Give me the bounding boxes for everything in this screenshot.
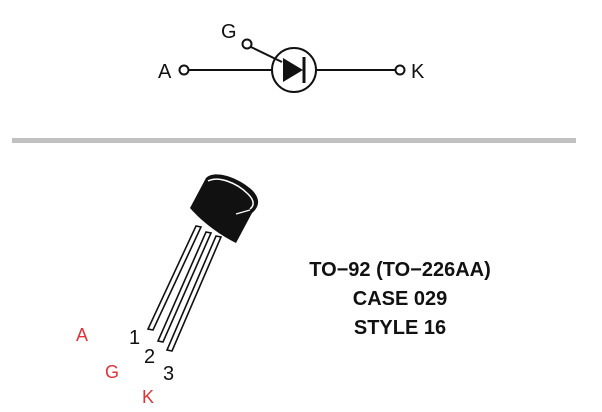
package-flat-edge <box>235 209 251 215</box>
gate-label: G <box>221 21 237 43</box>
package-description: TO−92 (TO−226AA) CASE 029 STYLE 16 <box>270 256 530 343</box>
scr-symbol: A K G <box>158 21 425 93</box>
pin-alias-anode: A <box>76 325 88 345</box>
package-top-edge <box>207 178 254 210</box>
lead-2 <box>156 231 213 343</box>
package-body <box>190 174 259 243</box>
cathode-label: K <box>411 61 425 83</box>
pin-number-2: 2 <box>144 346 155 368</box>
package-style: STYLE 16 <box>353 317 447 339</box>
gate-terminal <box>241 38 253 50</box>
pin-number-3: 3 <box>163 363 174 385</box>
package-name: TO−92 (TO−226AA) <box>309 259 491 281</box>
anode-terminal <box>178 64 190 76</box>
to92-package-drawing <box>146 174 259 352</box>
package-body-shape <box>190 174 259 243</box>
diode-triangle-icon <box>283 58 303 82</box>
pin-alias-cathode: K <box>142 387 154 407</box>
lead-3 <box>165 235 223 352</box>
section-divider <box>12 138 576 143</box>
anode-label: A <box>158 61 172 83</box>
package-leads <box>146 225 223 352</box>
cathode-terminal <box>394 64 406 76</box>
gate-wire <box>250 46 283 63</box>
lead-1 <box>146 225 203 331</box>
package-case: CASE 029 <box>352 288 448 310</box>
pin-number-1: 1 <box>129 327 140 349</box>
pin-alias-gate: G <box>105 362 119 382</box>
